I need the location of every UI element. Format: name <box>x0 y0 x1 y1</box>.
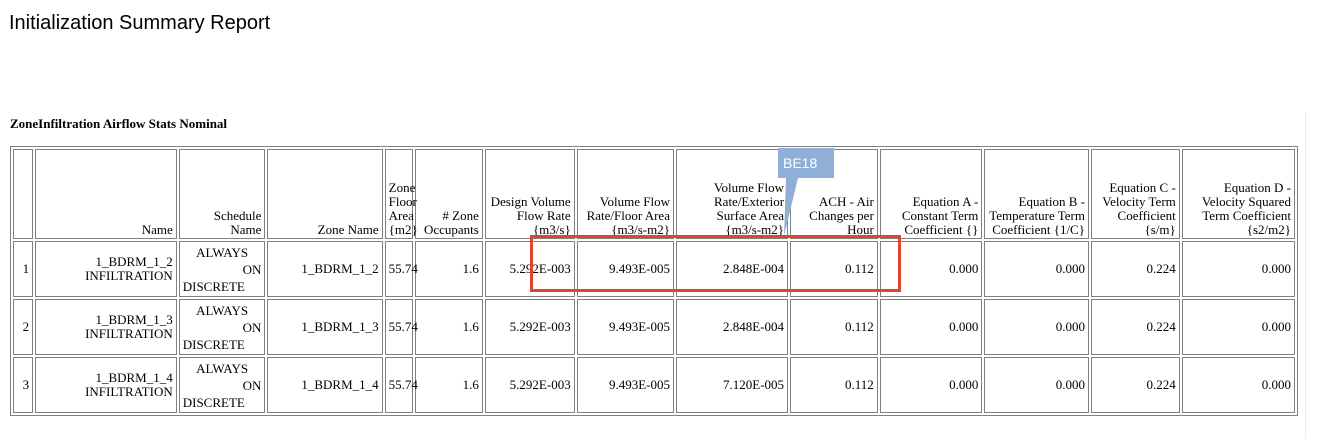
cell-zone-floor-area: 55.74 <box>384 299 418 355</box>
cell-zone-name: 1_BDRM_1_4 <box>267 357 383 413</box>
cell-equation-d: 0.000 <box>1181 357 1295 413</box>
header-equation-b: Equation B - Temperature Term Coefficien… <box>984 149 1089 239</box>
header-equation-a: Equation A - Constant Term Coefficient {… <box>879 149 983 239</box>
cell-flow-rate-exterior-surface-area: 2.848E-004 <box>675 299 789 355</box>
cell-zone-floor-area: 55.74 <box>384 357 418 413</box>
cell-equation-b: 0.000 <box>984 299 1089 355</box>
cell-ach: 0.112 <box>790 299 878 355</box>
cell-index: 1 <box>13 241 34 297</box>
header-equation-c: Equation C - Velocity Term Coefficient {… <box>1090 149 1180 239</box>
table-row: 2 1_BDRM_1_3 INFILTRATION ALWAYS ON DISCRE… <box>13 299 1295 355</box>
cell-schedule-name: ALWAYS ON DISCRETE <box>178 241 266 297</box>
header-equation-d: Equation D - Velocity Squared Term Coeff… <box>1181 149 1295 239</box>
table-row: 3 1_BDRM_1_4 INFILTRATION ALWAYS ON DISCRE… <box>13 357 1295 413</box>
cell-equation-d: 0.000 <box>1181 241 1295 297</box>
cell-zone-occupants: 1.6 <box>415 241 483 297</box>
cell-equation-c: 0.224 <box>1090 241 1180 297</box>
callout-pointer <box>784 178 798 236</box>
table-header-row: Name Schedule Name Zone Name Zone Floor … <box>13 149 1295 239</box>
header-flow-rate-floor-area: Volume Flow Rate/Floor Area {m3/s-m2} <box>576 149 674 239</box>
highlight-box <box>530 235 901 292</box>
cell-ach: 0.112 <box>790 241 878 297</box>
cell-name: 1_BDRM_1_3 INFILTRATION <box>35 299 177 355</box>
table-row: 1 1_BDRM_1_2 INFILTRATION ALWAYS ON DISCRE… <box>13 241 1295 297</box>
header-zone-occupants: # Zone Occupants <box>415 149 483 239</box>
header-design-volume-flow-rate: Design Volume Flow Rate {m3/s} <box>484 149 575 239</box>
header-index <box>13 149 34 239</box>
header-name: Name <box>35 149 177 239</box>
cell-flow-rate-exterior-surface-area: 2.848E-004 <box>675 241 789 297</box>
cell-equation-d: 0.000 <box>1181 299 1295 355</box>
page-divider <box>1305 112 1306 439</box>
cell-name: 1_BDRM_1_4 INFILTRATION <box>35 357 177 413</box>
cell-equation-a: 0.000 <box>879 241 983 297</box>
header-zone-floor-area: Zone Floor Area {m2} <box>384 149 418 239</box>
cell-index: 3 <box>13 357 34 413</box>
cell-zone-name: 1_BDRM_1_3 <box>267 299 383 355</box>
cell-schedule-name: ALWAYS ON DISCRETE <box>178 357 266 413</box>
cell-index: 2 <box>13 299 34 355</box>
cell-equation-b: 0.000 <box>984 357 1089 413</box>
cell-flow-rate-exterior-surface-area: 7.120E-005 <box>675 357 789 413</box>
cell-design-volume-flow-rate: 5.292E-003 <box>484 357 575 413</box>
cell-zone-floor-area: 55.74 <box>384 241 418 297</box>
cell-equation-a: 0.000 <box>879 357 983 413</box>
infiltration-table: Name Schedule Name Zone Name Zone Floor … <box>10 146 1298 416</box>
header-schedule-name: Schedule Name <box>178 149 266 239</box>
cell-equation-b: 0.000 <box>984 241 1089 297</box>
header-flow-rate-exterior-surface-area: Volume Flow Rate/Exterior Surface Area {… <box>675 149 789 239</box>
cell-equation-c: 0.224 <box>1090 299 1180 355</box>
comment-callout: BE18 <box>778 148 834 178</box>
cell-zone-occupants: 1.6 <box>415 299 483 355</box>
page-title: Initialization Summary Report <box>9 12 271 34</box>
cell-design-volume-flow-rate: 5.292E-003 <box>484 241 575 297</box>
cell-design-volume-flow-rate: 5.292E-003 <box>484 299 575 355</box>
cell-schedule-name: ALWAYS ON DISCRETE <box>178 299 266 355</box>
cell-equation-c: 0.224 <box>1090 357 1180 413</box>
cell-zone-name: 1_BDRM_1_2 <box>267 241 383 297</box>
cell-flow-rate-floor-area: 9.493E-005 <box>576 357 674 413</box>
header-zone-name: Zone Name <box>267 149 383 239</box>
cell-flow-rate-floor-area: 9.493E-005 <box>576 299 674 355</box>
cell-flow-rate-floor-area: 9.493E-005 <box>576 241 674 297</box>
cell-zone-occupants: 1.6 <box>415 357 483 413</box>
cell-name: 1_BDRM_1_2 INFILTRATION <box>35 241 177 297</box>
cell-equation-a: 0.000 <box>879 299 983 355</box>
table-title: ZoneInfiltration Airflow Stats Nominal <box>10 116 228 131</box>
cell-ach: 0.112 <box>790 357 878 413</box>
